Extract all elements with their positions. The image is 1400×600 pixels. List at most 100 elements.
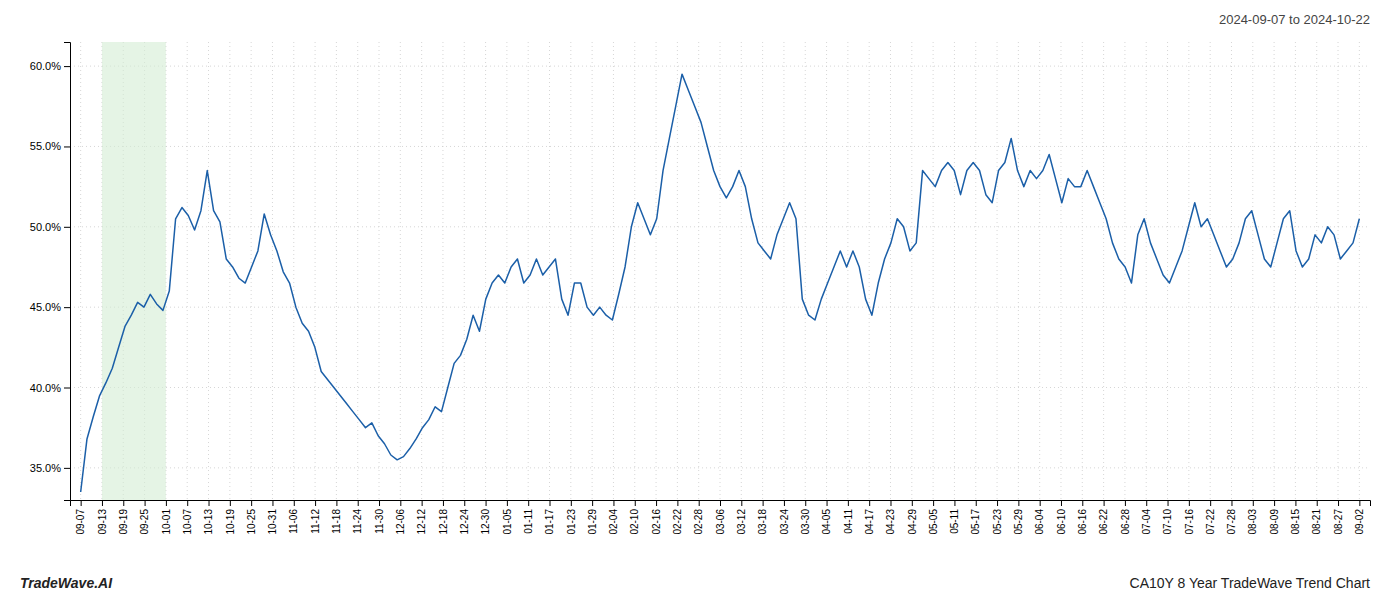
- x-grid-line: [570, 42, 571, 500]
- x-tick: 04-23: [885, 500, 896, 535]
- x-tick-mark: [486, 500, 487, 506]
- x-grid-line: [336, 42, 337, 500]
- x-grid-line: [379, 42, 380, 500]
- x-tick-label: 05-17: [970, 509, 981, 535]
- x-tick: 12-24: [459, 500, 470, 535]
- x-tick: 12-06: [395, 500, 406, 535]
- x-grid-line: [1274, 42, 1275, 500]
- x-tick: 02-16: [651, 500, 662, 535]
- x-grid-line: [677, 42, 678, 500]
- y-tick: 50.0%: [30, 221, 70, 233]
- x-tick: 04-17: [864, 500, 875, 535]
- y-tick-mark: [64, 66, 70, 67]
- x-grid-line: [80, 42, 81, 500]
- x-grid-line: [890, 42, 891, 500]
- x-tick-mark: [699, 500, 700, 506]
- plot-area: [81, 42, 1360, 500]
- x-tick: 01-17: [544, 500, 555, 535]
- x-tick: 11-06: [288, 500, 299, 534]
- x-tick: 05-23: [992, 500, 1003, 535]
- x-tick-label: 01-29: [587, 509, 598, 535]
- x-tick: 10-19: [225, 500, 236, 535]
- x-grid-line: [826, 42, 827, 500]
- x-tick-mark: [763, 500, 764, 506]
- x-tick-mark: [1061, 500, 1062, 506]
- x-grid-line: [506, 42, 507, 500]
- x-tick: 11-12: [310, 500, 321, 534]
- footer-right: CA10Y 8 Year TradeWave Trend Chart: [1130, 575, 1371, 591]
- x-grid-line: [442, 42, 443, 500]
- x-tick-mark: [954, 500, 955, 506]
- chart-container: 09-0709-1309-1909-2510-0110-0710-1310-19…: [0, 0, 1400, 600]
- x-grid-line: [954, 42, 955, 500]
- x-tick-mark: [81, 500, 82, 506]
- y-tick-label: 55.0%: [30, 140, 61, 152]
- x-tick: 04-29: [907, 500, 918, 535]
- x-tick: 10-25: [246, 500, 257, 535]
- x-tick: 03-06: [715, 500, 726, 535]
- x-tick: 12-18: [438, 500, 449, 535]
- x-tick: 02-22: [672, 500, 683, 535]
- x-grid-line: [464, 42, 465, 500]
- x-tick: 03-30: [800, 500, 811, 535]
- x-grid-line: [528, 42, 529, 500]
- x-tick-label: 06-16: [1077, 509, 1088, 535]
- x-tick-mark: [592, 500, 593, 506]
- x-grid-line: [634, 42, 635, 500]
- x-tick: 05-29: [1013, 500, 1024, 535]
- x-tick-label: 12-06: [395, 509, 406, 535]
- x-tick: 10-31: [267, 500, 278, 535]
- x-tick: 05-17: [970, 500, 981, 535]
- x-tick-label: 05-11: [949, 509, 960, 534]
- x-grid-line: [698, 42, 699, 500]
- x-tick-mark: [422, 500, 423, 506]
- x-tick: 10-13: [203, 500, 214, 535]
- y-tick-label: 50.0%: [30, 221, 61, 233]
- x-tick-label: 06-10: [1056, 509, 1067, 535]
- x-tick-mark: [656, 500, 657, 506]
- x-grid-line: [1338, 42, 1339, 500]
- x-tick-mark: [890, 500, 891, 506]
- x-grid-line: [911, 42, 912, 500]
- x-tick-mark: [102, 500, 103, 506]
- x-tick-mark: [336, 500, 337, 506]
- x-tick: 06-10: [1056, 500, 1067, 535]
- x-tick: 05-05: [928, 500, 939, 535]
- x-tick-label: 07-10: [1162, 509, 1173, 535]
- x-tick-mark: [230, 500, 231, 506]
- x-tick: 09-07: [75, 500, 86, 535]
- x-tick: 04-11: [843, 500, 854, 534]
- x-tick-mark: [1210, 500, 1211, 506]
- x-tick-mark: [209, 500, 210, 506]
- x-grid-line: [783, 42, 784, 500]
- y-tick-mark: [64, 227, 70, 228]
- x-tick-label: 10-25: [246, 509, 257, 535]
- x-tick-label: 10-07: [182, 509, 193, 535]
- x-tick-mark: [379, 500, 380, 506]
- x-tick-mark: [1168, 500, 1169, 506]
- x-grid-line: [762, 42, 763, 500]
- x-tick-label: 11-24: [352, 509, 363, 534]
- x-tick-mark: [400, 500, 401, 506]
- x-tick: 09-13: [97, 500, 108, 535]
- x-tick-mark: [912, 500, 913, 506]
- y-tick-mark: [64, 307, 70, 308]
- x-grid-line: [1103, 42, 1104, 500]
- x-axis: 09-0709-1309-1909-2510-0110-0710-1310-19…: [71, 500, 1371, 535]
- x-tick: 08-27: [1333, 500, 1344, 535]
- x-tick-label: 02-10: [629, 509, 640, 535]
- x-grid-line: [549, 42, 550, 500]
- x-tick: 08-03: [1247, 500, 1258, 535]
- x-grid-line: [741, 42, 742, 500]
- x-tick-label: 08-15: [1290, 509, 1301, 535]
- x-tick-mark: [1018, 500, 1019, 506]
- x-grid-line: [1295, 42, 1296, 500]
- x-tick-label: 10-19: [225, 509, 236, 535]
- x-tick: 07-22: [1205, 500, 1216, 535]
- x-tick-mark: [1040, 500, 1041, 506]
- x-tick-label: 07-04: [1141, 509, 1152, 535]
- y-grid-line: [70, 467, 1370, 468]
- x-tick: 09-19: [118, 500, 129, 535]
- x-tick-label: 04-23: [885, 509, 896, 535]
- x-tick-label: 02-22: [672, 509, 683, 535]
